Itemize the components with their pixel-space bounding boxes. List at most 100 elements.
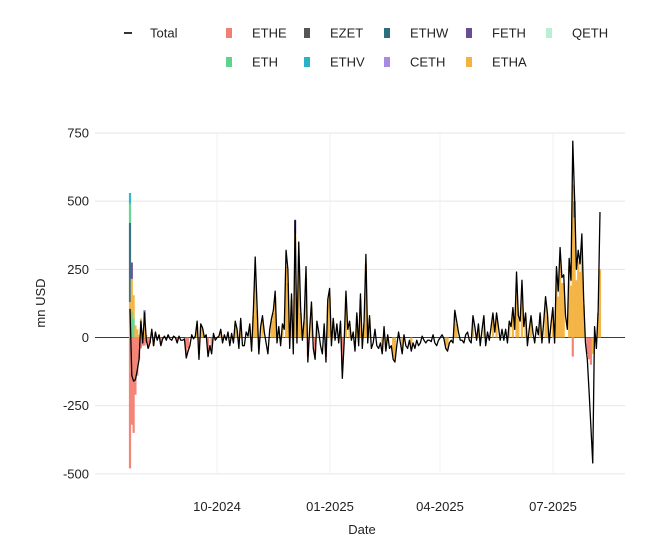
bar-ethe <box>210 337 213 349</box>
bar-etha <box>290 299 293 338</box>
y-tick-label: 250 <box>67 262 89 277</box>
bar-ethe <box>128 337 132 469</box>
bar-etha <box>591 337 594 354</box>
bar-ethv <box>128 192 132 204</box>
bar-etha <box>477 326 480 338</box>
legend-swatch-ethe <box>226 28 232 38</box>
gridlines <box>95 132 625 475</box>
bar-etha <box>515 282 518 338</box>
bar-etha <box>392 337 395 357</box>
bar-etha <box>562 282 565 338</box>
bar-etha <box>310 307 313 338</box>
axes: -500 -250 0 250 500 750 10-2024 01-2025 04-2025 0… <box>33 126 577 538</box>
bar-ethe <box>176 337 179 342</box>
bar-etha <box>286 282 289 338</box>
bar-etha <box>582 304 585 338</box>
bar-ethe <box>206 337 210 352</box>
bar-ethe <box>589 337 593 365</box>
x-tick-label: 04-2025 <box>416 499 464 514</box>
bar-layer <box>128 184 602 469</box>
bar-etha <box>508 323 511 338</box>
bar-ethe <box>134 337 137 395</box>
legend-swatch-ceth <box>384 57 390 67</box>
bar-etha <box>328 296 331 338</box>
bar-etha <box>364 263 368 338</box>
bar-etha <box>580 247 583 338</box>
bar-ethe <box>139 337 142 349</box>
bar-ethe <box>132 337 135 433</box>
bar-etha <box>571 184 574 338</box>
bar-etha <box>455 323 458 338</box>
bar-ethe <box>586 337 589 354</box>
y-tick-label: -500 <box>63 466 89 481</box>
bar-etha <box>524 315 527 338</box>
bar-etha <box>598 269 602 338</box>
bar-ethe <box>136 337 139 376</box>
bar-ethw <box>128 222 132 303</box>
bar-etha <box>284 266 288 338</box>
bar-etha <box>252 315 255 338</box>
bar-etha <box>569 285 573 338</box>
bar-etha <box>482 318 485 338</box>
bar-etha <box>270 321 273 338</box>
bar-etha <box>560 282 563 338</box>
bar-ethe <box>130 337 133 425</box>
bar-ethe <box>185 337 188 354</box>
bar-eth <box>132 318 135 338</box>
bar-etha <box>130 278 133 312</box>
legend-label-etha: ETHA <box>492 55 527 70</box>
legend-label-eth: ETH <box>252 55 278 70</box>
y-tick-label: 750 <box>67 126 89 141</box>
y-axis-title: mn USD <box>33 278 48 327</box>
bar-etha <box>529 318 533 338</box>
bar-etha <box>539 315 542 338</box>
y-tick-label: 0 <box>82 330 89 345</box>
bar-etha <box>544 302 547 338</box>
bar-etha <box>132 295 135 319</box>
bar-etha <box>471 318 475 338</box>
line-layer <box>129 140 601 464</box>
bar-etha <box>578 272 582 338</box>
bar-etha <box>546 315 549 338</box>
bar-etha <box>491 315 495 338</box>
legend-label-ethv: ETHV <box>330 55 365 70</box>
bar-etha <box>304 277 308 338</box>
series-line-total <box>129 140 601 464</box>
bar-etha <box>359 299 362 338</box>
bar-etha <box>134 325 137 338</box>
bar-etha <box>261 318 264 338</box>
legend-swatch-feth <box>466 28 472 38</box>
bar-ethe <box>143 337 146 346</box>
legend-label-total: Total <box>150 26 178 41</box>
bar-etha <box>344 296 348 338</box>
bar-etha <box>303 321 306 338</box>
legend-swatch-ethv <box>304 57 310 67</box>
y-tick-label: 500 <box>67 194 89 209</box>
legend: Total ETHE EZET ETHW FETH QETH ETH ETHV CETH ETHA <box>124 26 608 70</box>
bar-etha <box>234 323 237 338</box>
bar-etha <box>254 277 257 338</box>
legend-swatch-qeth <box>546 28 552 38</box>
bar-etha <box>555 274 558 338</box>
bar-etha <box>143 321 146 338</box>
bar-etha <box>281 326 284 338</box>
bar-feth <box>130 262 133 279</box>
bar-eth <box>130 311 133 338</box>
bar-etha <box>348 323 351 338</box>
bar-etha <box>453 312 456 338</box>
bar-etha <box>239 321 242 338</box>
bar-eth <box>128 203 132 223</box>
bar-ethe <box>571 337 574 357</box>
bar-etha <box>568 266 571 338</box>
bar-ethe <box>186 337 190 349</box>
bar-etha <box>137 334 141 338</box>
x-tick-label: 01-2025 <box>306 499 354 514</box>
bar-etha <box>551 310 554 338</box>
legend-label-feth: FETH <box>492 26 526 41</box>
bar-etha <box>299 312 302 338</box>
legend-label-ethw: ETHW <box>410 26 449 41</box>
legend-label-ethe: ETHE <box>252 26 287 41</box>
bar-etha <box>294 233 297 338</box>
